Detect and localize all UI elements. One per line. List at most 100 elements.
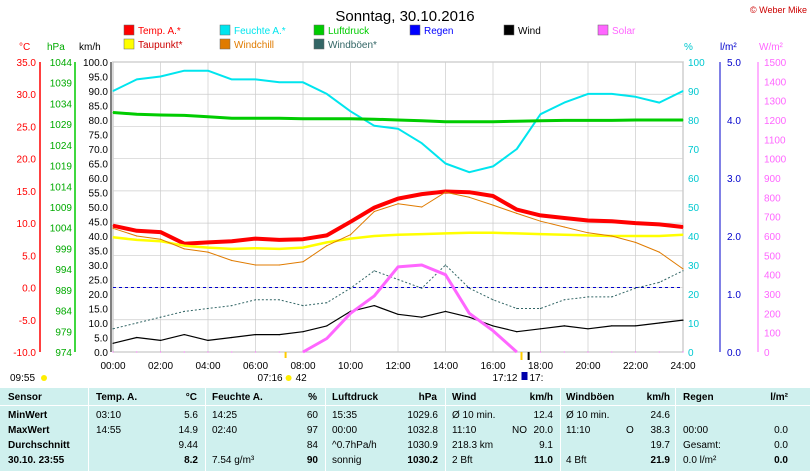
x-tick-label: 10:00 (338, 361, 363, 372)
y-tick-label-humidity: 30 (688, 261, 700, 272)
series-point (397, 278, 399, 281)
y-tick-label-wind: 0.0 (94, 348, 108, 359)
series-point (112, 351, 114, 353)
y-tick-label-humidity: 40 (688, 232, 700, 243)
series-point (563, 299, 565, 301)
cell-temp-value: 5.6 (184, 410, 198, 421)
series-point (492, 165, 494, 167)
cell-temp-time: 14:55 (96, 425, 122, 436)
series-point (682, 90, 684, 92)
series-point (302, 81, 304, 83)
y-tick-label-wind: 95.0 (89, 73, 109, 84)
series-point (136, 239, 138, 241)
table-header-cell: km/h (529, 392, 553, 403)
moon-phase-label: 42 (296, 373, 308, 384)
series-point (112, 225, 114, 227)
y-tick-label-humidity: 70 (688, 145, 700, 156)
row-label: 30.10. 23:55 (8, 455, 65, 466)
y-tick-label-wind: 10.0 (89, 319, 109, 330)
series-point (421, 120, 423, 122)
series-point (254, 78, 257, 80)
series-point (302, 305, 304, 307)
series-point (587, 93, 589, 95)
y-tick-label-pressure: 984 (55, 307, 72, 318)
y-tick-label-temp: -10.0 (13, 348, 36, 359)
series-point (231, 305, 233, 307)
series-point (634, 241, 637, 244)
cell-wind-time: 2 Bft (452, 455, 473, 466)
series-point (634, 351, 637, 353)
cell-pressure-value: 1030.2 (407, 455, 438, 466)
series-point (611, 220, 613, 222)
series-point (658, 322, 660, 324)
series-point (183, 243, 185, 245)
y-tick-label-rain: 0.0 (727, 348, 741, 359)
series-point (278, 264, 280, 266)
series-point (492, 195, 494, 197)
table-header-cell: l/m² (770, 392, 788, 403)
series-point (112, 111, 114, 114)
y-tick-label-solar: 1500 (764, 58, 787, 69)
series-point (682, 270, 684, 272)
series-point (112, 236, 114, 238)
y-tick-label-pressure: 1004 (50, 224, 73, 235)
y-tick-label-pressure: 1024 (50, 141, 73, 152)
x-tick-label: 14:00 (433, 361, 458, 372)
y-tick-label-solar: 300 (764, 290, 781, 301)
series-point (254, 247, 257, 249)
y-tick-label-wind: 35.0 (89, 247, 109, 258)
y-tick-label-temp: 5.0 (22, 251, 36, 262)
unit-temp: °C (19, 42, 30, 53)
series-point (539, 307, 542, 310)
cell-pressure-time: 00:00 (332, 425, 358, 436)
series-point (421, 316, 423, 318)
legend-swatch (123, 38, 135, 50)
series-point (207, 307, 209, 310)
cell-rain-time: 0.0 l/m² (683, 455, 717, 466)
table-col-separator (445, 388, 446, 471)
series-point (136, 230, 138, 232)
y-tick-label-humidity: 90 (688, 87, 700, 98)
series-point (373, 210, 375, 213)
y-tick-label-wind: 30.0 (89, 261, 109, 272)
y-tick-label-solar: 700 (764, 213, 781, 224)
series-point (136, 235, 138, 237)
series-point (278, 81, 280, 83)
legend-swatch (313, 38, 325, 50)
series-point (278, 117, 280, 119)
series-point (112, 342, 114, 344)
series-point (302, 247, 304, 249)
moonrise-label: 09:55 (10, 373, 35, 384)
series-point (278, 239, 280, 241)
series-point (136, 322, 138, 324)
y-tick-label-humidity: 10 (688, 319, 700, 330)
series-point (326, 241, 328, 244)
cell-wind-direction: NO (512, 425, 527, 436)
series-point (444, 274, 447, 276)
series-point (373, 270, 375, 272)
y-tick-label-temp: 25.0 (17, 122, 37, 133)
table-header-cell: Feuchte A. (212, 392, 263, 403)
series-point (207, 70, 209, 72)
series-point (159, 75, 162, 78)
series-point (207, 251, 209, 253)
y-tick-label-rain: 4.0 (727, 116, 741, 127)
series-point (682, 226, 684, 228)
series-point (302, 118, 304, 120)
series-line-solar (302, 263, 518, 354)
series-point (444, 310, 447, 312)
series-point (634, 119, 637, 121)
series-point (516, 331, 518, 333)
series-point (254, 334, 257, 336)
cell-humidity-value: 90 (306, 455, 318, 466)
table-col-separator (675, 388, 676, 471)
series-point (136, 351, 138, 353)
series-point (611, 351, 613, 353)
series-point (373, 125, 375, 127)
series-point (207, 339, 209, 341)
series-point (373, 305, 375, 307)
series-point (326, 245, 328, 247)
legend-label: Wind (518, 26, 541, 37)
cell-pressure-time: 15:35 (332, 410, 358, 421)
legend-swatch (219, 24, 231, 36)
